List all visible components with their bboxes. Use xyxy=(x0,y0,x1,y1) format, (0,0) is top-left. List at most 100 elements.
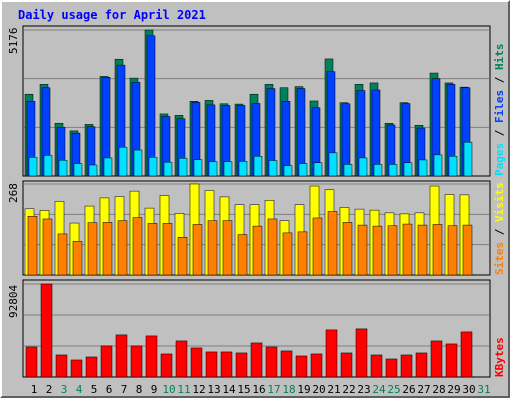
day-label: 5 xyxy=(91,383,98,396)
hits-ymax-label: 5176 xyxy=(7,28,20,55)
kbytes-bar xyxy=(190,347,203,378)
day-label: 28 xyxy=(432,383,445,396)
sites-bar xyxy=(342,222,353,276)
sites-bar xyxy=(297,231,308,276)
pages-bar xyxy=(58,159,68,177)
sites-bar xyxy=(192,224,203,276)
day-label: 8 xyxy=(136,383,143,396)
files-bar xyxy=(281,101,291,177)
pages-bar xyxy=(418,159,428,177)
day-label: 11 xyxy=(177,383,190,396)
pages-bar xyxy=(193,159,203,177)
pages-bar xyxy=(403,162,413,177)
sites-bar xyxy=(387,225,398,276)
kbytes-bar xyxy=(85,356,98,378)
kbytes-bar xyxy=(25,346,38,378)
kbytes-bar xyxy=(310,353,323,378)
sites-bar xyxy=(162,223,173,276)
day-label: 26 xyxy=(402,383,415,396)
kbytes-bar xyxy=(340,352,353,378)
pages-bar xyxy=(328,152,338,177)
sites-bar xyxy=(252,225,263,276)
day-label: 29 xyxy=(447,383,460,396)
kbytes-bar xyxy=(115,334,128,378)
legend-kbytes-panel: KBytes xyxy=(493,337,506,377)
day-label: 3 xyxy=(61,383,68,396)
pages-bar xyxy=(103,157,113,177)
pages-bar xyxy=(148,157,158,177)
sites-bar xyxy=(357,224,368,276)
sites-bar xyxy=(447,225,458,276)
pages-bar xyxy=(238,161,248,177)
files-bar xyxy=(146,35,156,177)
sites-bar xyxy=(87,222,98,276)
day-label: 15 xyxy=(237,383,250,396)
chart-title: Daily usage for April 2021 xyxy=(18,8,206,22)
pages-bar xyxy=(253,156,263,177)
pages-bar xyxy=(313,162,323,177)
pages-bar xyxy=(178,157,188,177)
kbytes-bar xyxy=(460,331,473,378)
day-label: 2 xyxy=(46,383,53,396)
kbytes-bar xyxy=(220,351,233,378)
sites-bar xyxy=(222,220,233,276)
sites-bar xyxy=(177,237,188,276)
kbytes-bar xyxy=(355,328,368,378)
day-label: 25 xyxy=(387,383,400,396)
legend-sites: Sites xyxy=(493,242,506,275)
day-label: 6 xyxy=(106,383,113,396)
pages-bar xyxy=(43,155,53,177)
kbytes-bar xyxy=(370,354,383,378)
sites-bar xyxy=(282,232,293,276)
day-label: 18 xyxy=(282,383,295,396)
kbytes-bar xyxy=(205,351,218,378)
files-bar xyxy=(296,88,306,177)
pages-bar xyxy=(88,164,98,177)
day-label: 16 xyxy=(252,383,265,396)
legend-sep-2: / xyxy=(493,70,506,90)
legend-visits-panel: Sites / Visits xyxy=(493,182,506,275)
pages-bar xyxy=(283,165,293,177)
kbytes-ymax-label: 92804 xyxy=(7,285,20,318)
sites-bar xyxy=(42,218,53,276)
sites-bar xyxy=(132,217,143,276)
pages-bar xyxy=(343,164,353,177)
sites-bar xyxy=(312,217,323,276)
pages-bar xyxy=(388,164,398,177)
kbytes-bar xyxy=(40,283,53,378)
kbytes-bar xyxy=(280,350,293,378)
legend-hits: Hits xyxy=(493,44,506,71)
kbytes-bar xyxy=(175,340,188,378)
sites-bar xyxy=(372,225,383,276)
pages-bar xyxy=(433,154,443,177)
day-label: 24 xyxy=(372,383,386,396)
pages-bar xyxy=(73,163,83,177)
day-label: 17 xyxy=(267,383,280,396)
day-label: 7 xyxy=(121,383,128,396)
sites-bar xyxy=(267,218,278,276)
day-label: 14 xyxy=(222,383,236,396)
sites-bar xyxy=(27,216,38,276)
pages-bar xyxy=(28,157,38,177)
day-label: 20 xyxy=(312,383,325,396)
sites-bar xyxy=(117,220,128,276)
legend-hits-panel: Pages / Files / Hits xyxy=(493,44,506,177)
day-label: 13 xyxy=(207,383,220,396)
kbytes-bar xyxy=(55,354,68,378)
kbytes-bar xyxy=(130,345,143,378)
pages-bar xyxy=(223,161,233,177)
sites-bar xyxy=(417,224,428,276)
kbytes-bar xyxy=(295,355,308,378)
kbytes-bar xyxy=(445,343,458,378)
kbytes-bar xyxy=(100,345,113,378)
kbytes-bar xyxy=(250,342,263,378)
pages-bar xyxy=(373,164,383,177)
day-label: 9 xyxy=(151,383,158,396)
kbytes-bar xyxy=(430,340,443,378)
sites-bar xyxy=(462,224,473,276)
kbytes-bar xyxy=(325,329,338,378)
sites-bar xyxy=(72,241,83,276)
sites-bar xyxy=(237,234,248,276)
pages-bar xyxy=(448,156,458,177)
